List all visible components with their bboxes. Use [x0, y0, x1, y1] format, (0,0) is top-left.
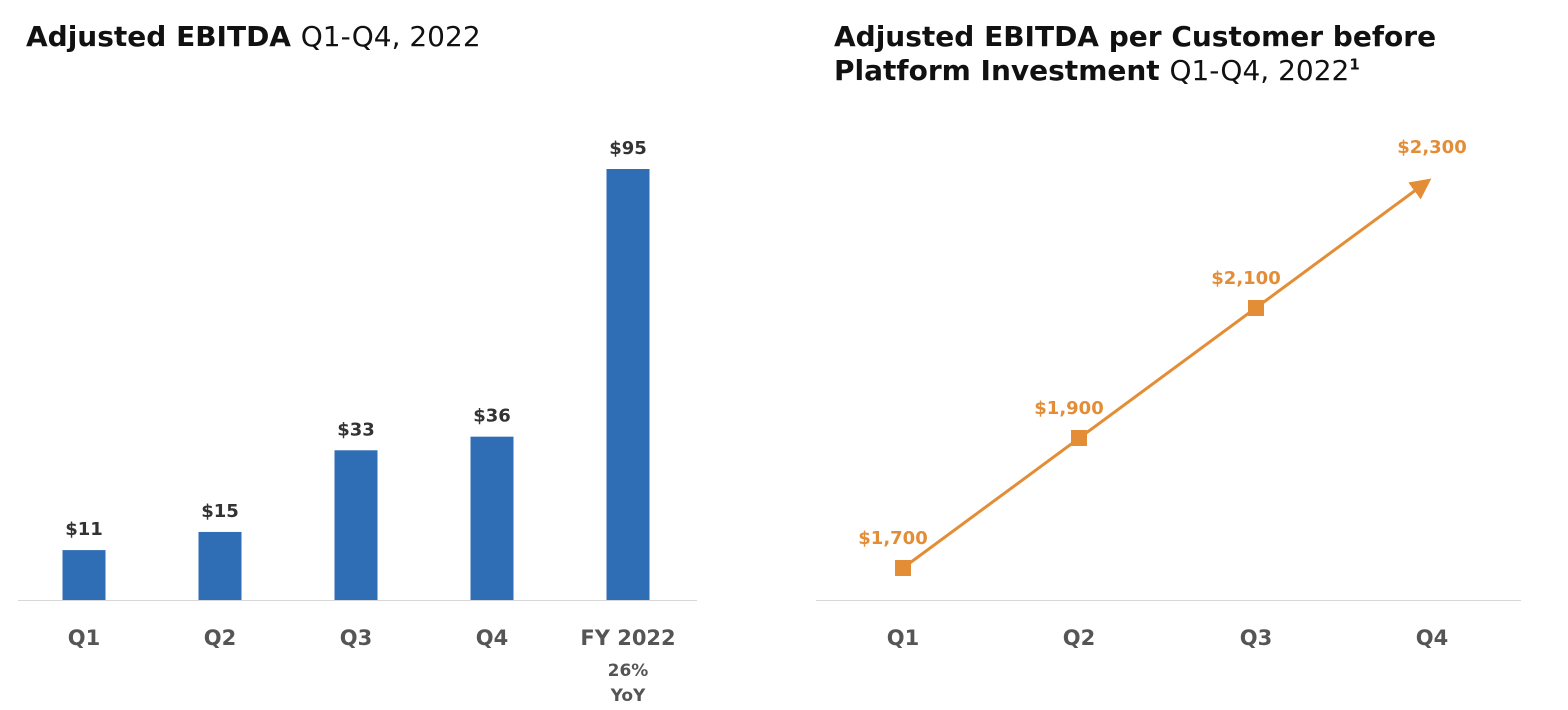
- x-tick-label-q1: Q1: [68, 626, 100, 650]
- point-marker-q1: [895, 560, 911, 576]
- left-chart-title: Adjusted EBITDA Q1-Q4, 2022: [26, 20, 726, 54]
- left-title-period: Q1-Q4, 2022: [300, 20, 481, 53]
- bar-value-label-fy-2022: $95: [609, 138, 647, 159]
- bar-value-label-q4: $36: [473, 406, 511, 427]
- x-tick-label-q4: Q4: [1416, 626, 1448, 650]
- series-line: [902, 178, 1432, 570]
- x-tick-label-q3: Q3: [340, 626, 372, 650]
- bar-value-label-q2: $15: [201, 501, 239, 522]
- right-title-bold-line1: Adjusted EBITDA per Customer before: [834, 20, 1437, 53]
- x-tick-label-q4: Q4: [476, 626, 508, 650]
- right-title-period: Q1-Q4, 2022: [1169, 54, 1350, 87]
- bar-q2: [198, 531, 242, 600]
- right-title-bold-line2: Platform Investment: [834, 54, 1160, 87]
- bar-q1: [62, 550, 106, 600]
- point-value-label-q4: $2,300: [1397, 137, 1466, 158]
- x-tick-label-q1: Q1: [887, 626, 919, 650]
- right-title-footnote: 1: [1349, 55, 1360, 74]
- point-value-label-q1: $1,700: [858, 528, 927, 549]
- bar-q4: [470, 436, 514, 600]
- bar-value-label-q3: $33: [337, 419, 375, 440]
- fy-growth-note-yoy: YoY: [610, 686, 646, 706]
- x-tick-label-q2: Q2: [1063, 626, 1095, 650]
- bar-fy-2022: [606, 169, 650, 600]
- x-tick-label-fy-2022: FY 2022: [580, 626, 675, 650]
- point-marker-q3: [1248, 300, 1264, 316]
- adjusted-ebitda-bar-chart: $11 Q1 $15 Q2 $33 Q3 $36 Q4 $95 FY 2022 26% YoY: [18, 138, 697, 706]
- x-tick-label-q2: Q2: [204, 626, 236, 650]
- fy-growth-note: 26%: [608, 661, 649, 681]
- x-tick-label-q3: Q3: [1240, 626, 1272, 650]
- point-value-label-q2: $1,900: [1034, 398, 1103, 419]
- bar-value-label-q1: $11: [65, 519, 103, 540]
- bar-q3: [334, 450, 378, 600]
- point-marker-q2: [1071, 430, 1087, 446]
- left-title-bold: Adjusted EBITDA: [26, 20, 291, 53]
- right-chart-title: Adjusted EBITDA per Customer before Platf…: [834, 20, 1534, 88]
- point-value-label-q3: $2,100: [1211, 268, 1280, 289]
